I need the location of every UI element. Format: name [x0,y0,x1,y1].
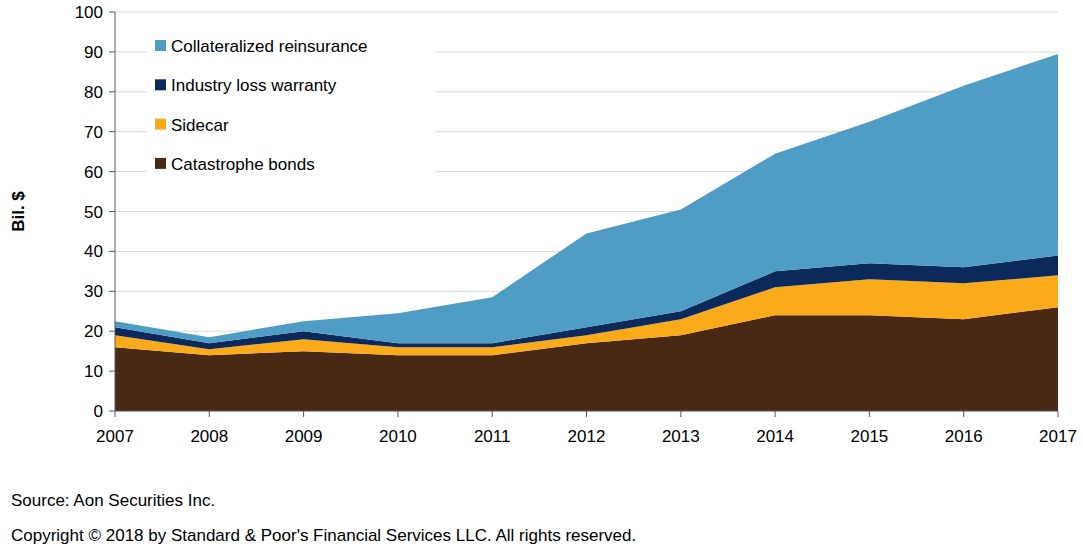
y-tick [109,12,115,13]
legend-swatch [155,119,166,130]
x-tick [680,411,681,417]
axes: 0 10 20 30 40 50 60 70 80 90 100 2007 2008 2009 2010 20… [75,3,1077,446]
x-tick-label: 2015 [850,427,888,446]
legend-label: Collateralized reinsurance [171,37,368,56]
x-tick [775,411,776,417]
legend-label: Industry loss warranty [171,76,337,95]
x-tick-label: 2013 [662,427,700,446]
x-tick-label: 2007 [96,427,134,446]
x-tick-label: 2012 [568,427,606,446]
y-tick-label: 90 [84,43,103,62]
y-tick-label: 10 [84,362,103,381]
x-tick-label: 2010 [379,427,417,446]
legend-swatch [155,79,166,90]
x-tick [492,411,493,417]
y-tick [109,371,115,372]
x-tick [209,411,210,417]
x-tick-label: 2016 [945,427,983,446]
y-tick [109,51,115,52]
y-tick-label: 20 [84,322,103,341]
y-tick-label: 0 [94,402,103,421]
x-tick-label: 2011 [474,427,511,446]
x-tick [586,411,587,417]
y-tick-label: 100 [75,3,103,22]
x-tick [869,411,870,417]
legend-label: Sidecar [171,116,229,135]
x-tick-label: 2009 [285,427,323,446]
y-tick-label: 60 [84,163,103,182]
x-tick [115,411,116,417]
legend-swatch [155,158,166,169]
y-tick-label: 30 [84,282,103,301]
x-tick-label: 2014 [756,427,794,446]
y-tick-label: 50 [84,203,103,222]
y-axis-label: Bil. $ [9,191,28,232]
y-tick [109,131,115,132]
legend-swatch [155,40,166,51]
y-tick-label: 80 [84,83,103,102]
y-tick [109,291,115,292]
y-tick [109,171,115,172]
source: Source: Aon Securities Inc. [11,491,215,510]
grid [115,12,1058,411]
y-tick [109,331,115,332]
y-tick [109,411,115,412]
x-tick-label: 2008 [190,427,228,446]
x-tick [1058,411,1059,417]
x-tick [963,411,964,417]
y-tick [109,91,115,92]
legend: Collateralized reinsurance Industry loss … [147,26,435,184]
x-tick-label: 2017 [1039,427,1077,446]
chart: 0 10 20 30 40 50 60 70 80 90 100 2007 2008 2009 2010 20… [0,0,1083,556]
y-tick [109,211,115,212]
x-tick [397,411,398,417]
y-tick [109,251,115,252]
legend-label: Catastrophe bonds [171,155,315,174]
grid-line [115,12,1058,13]
copyright: Copyright © 2018 by Standard & Poor's Fi… [11,526,636,545]
y-tick-label: 40 [84,242,103,261]
y-tick-label: 70 [84,123,103,142]
legend-background [147,26,435,184]
x-tick [303,411,304,417]
